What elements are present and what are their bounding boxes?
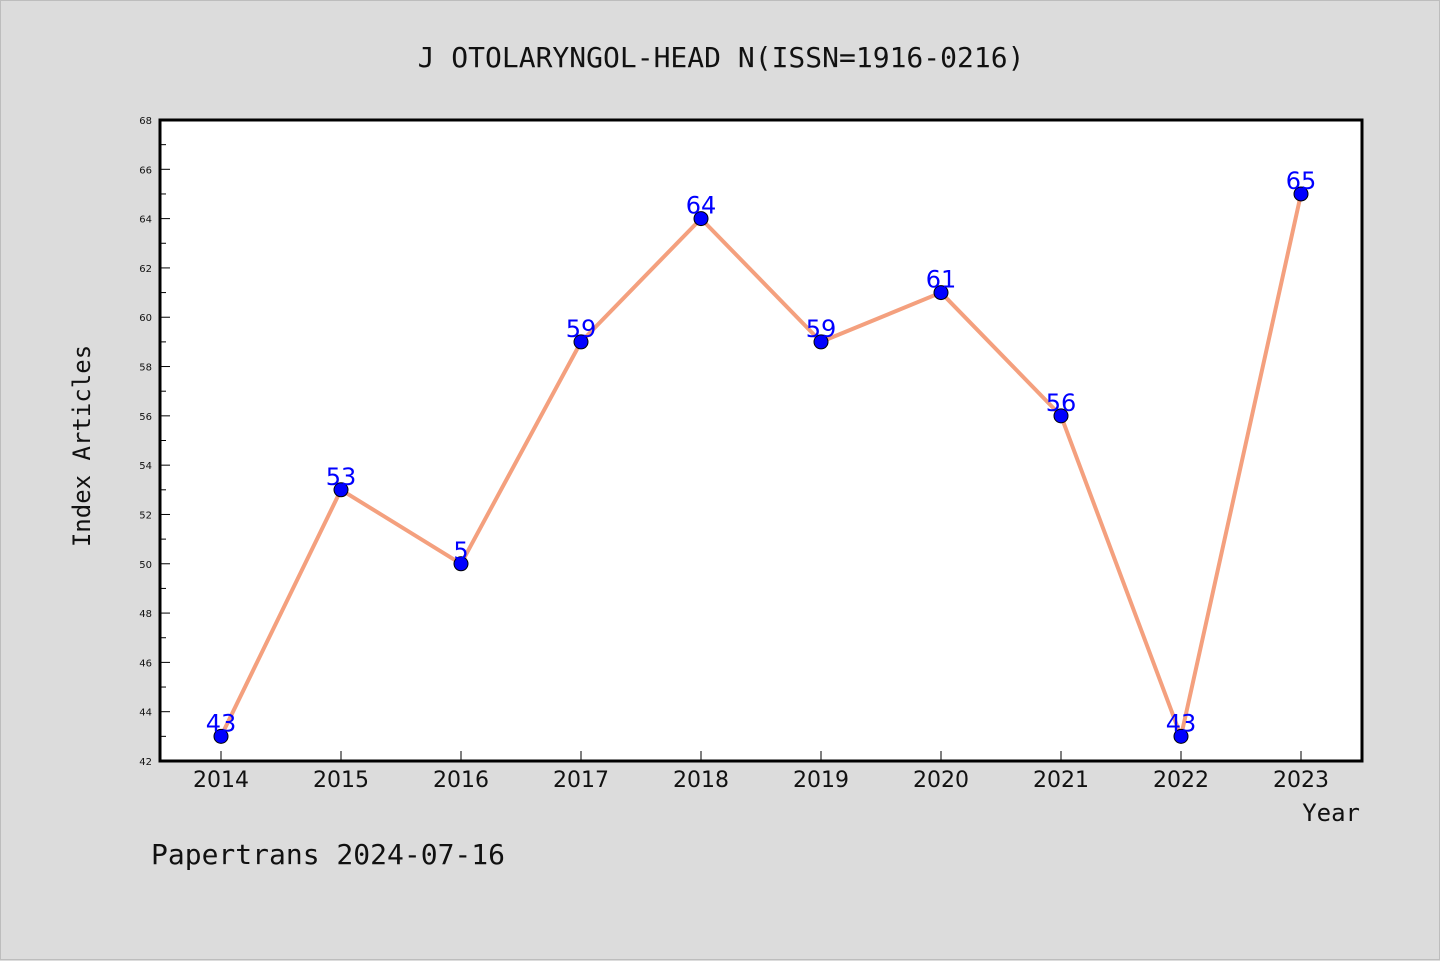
x-tick-label: 2018 <box>673 768 729 793</box>
data-label: 56 <box>1046 389 1077 417</box>
y-tick-label: 42 <box>139 757 152 768</box>
y-tick-label: 64 <box>139 215 152 226</box>
x-axis-ticks: 2014 2015 2016 2017 2018 2019 2020 2021 2022 2023 <box>193 751 1329 793</box>
x-tick-label: 2014 <box>193 768 249 793</box>
data-point <box>693 211 709 227</box>
data-point <box>933 285 949 301</box>
y-tick-label: 56 <box>139 412 152 423</box>
data-point <box>813 334 829 350</box>
x-tick-label: 2020 <box>913 768 969 793</box>
chart-title: J OTOLARYNGOL-HEAD N(ISSN=1916-0216) <box>418 41 1025 74</box>
data-point <box>453 556 469 572</box>
y-tick-label: 58 <box>139 363 152 374</box>
series-line <box>219 193 1303 739</box>
data-label: 65 <box>1286 167 1317 195</box>
y-tick-label: 52 <box>139 510 152 521</box>
data-label: 43 <box>1166 709 1197 737</box>
y-tick-label: 62 <box>139 264 152 275</box>
y-tick-label: 54 <box>139 461 152 472</box>
data-labels: 43 53 5 59 64 59 61 56 43 65 <box>206 167 1317 737</box>
y-axis-label: Index Articles <box>68 345 96 547</box>
y-tick-label: 50 <box>139 560 152 571</box>
data-points <box>213 186 1309 744</box>
data-label: 53 <box>326 463 357 491</box>
x-tick-label: 2016 <box>433 768 489 793</box>
footer-watermark: Papertrans 2024-07-16 <box>151 838 505 871</box>
y-tick-label: 66 <box>139 165 152 176</box>
x-tick-label: 2019 <box>793 768 849 793</box>
plot-area <box>158 118 1364 763</box>
y-tick-label: 68 <box>139 116 152 127</box>
x-axis-label: Year <box>1302 799 1360 827</box>
data-point <box>1173 728 1189 744</box>
y-axis-ticks: 42 44 46 48 50 52 54 56 58 60 62 64 66 68 <box>139 116 170 768</box>
data-point <box>1293 186 1309 202</box>
data-point <box>213 728 229 744</box>
data-point <box>333 482 349 498</box>
x-tick-label: 2022 <box>1153 768 1209 793</box>
data-label: 64 <box>686 192 717 220</box>
y-tick-label: 48 <box>139 609 152 620</box>
data-label: 59 <box>566 315 597 343</box>
data-point <box>573 334 589 350</box>
y-tick-label: 46 <box>139 658 152 669</box>
data-label: 5 <box>453 537 468 565</box>
data-label: 43 <box>206 709 237 737</box>
data-point <box>1053 408 1069 424</box>
data-label: 59 <box>806 315 837 343</box>
series-line-group <box>219 193 1303 739</box>
y-tick-label: 60 <box>139 313 152 324</box>
data-label: 61 <box>926 266 957 294</box>
x-tick-label: 2017 <box>553 768 609 793</box>
x-tick-label: 2023 <box>1273 768 1329 793</box>
x-tick-label: 2021 <box>1033 768 1089 793</box>
y-tick-label: 44 <box>139 708 152 719</box>
x-tick-label: 2015 <box>313 768 369 793</box>
